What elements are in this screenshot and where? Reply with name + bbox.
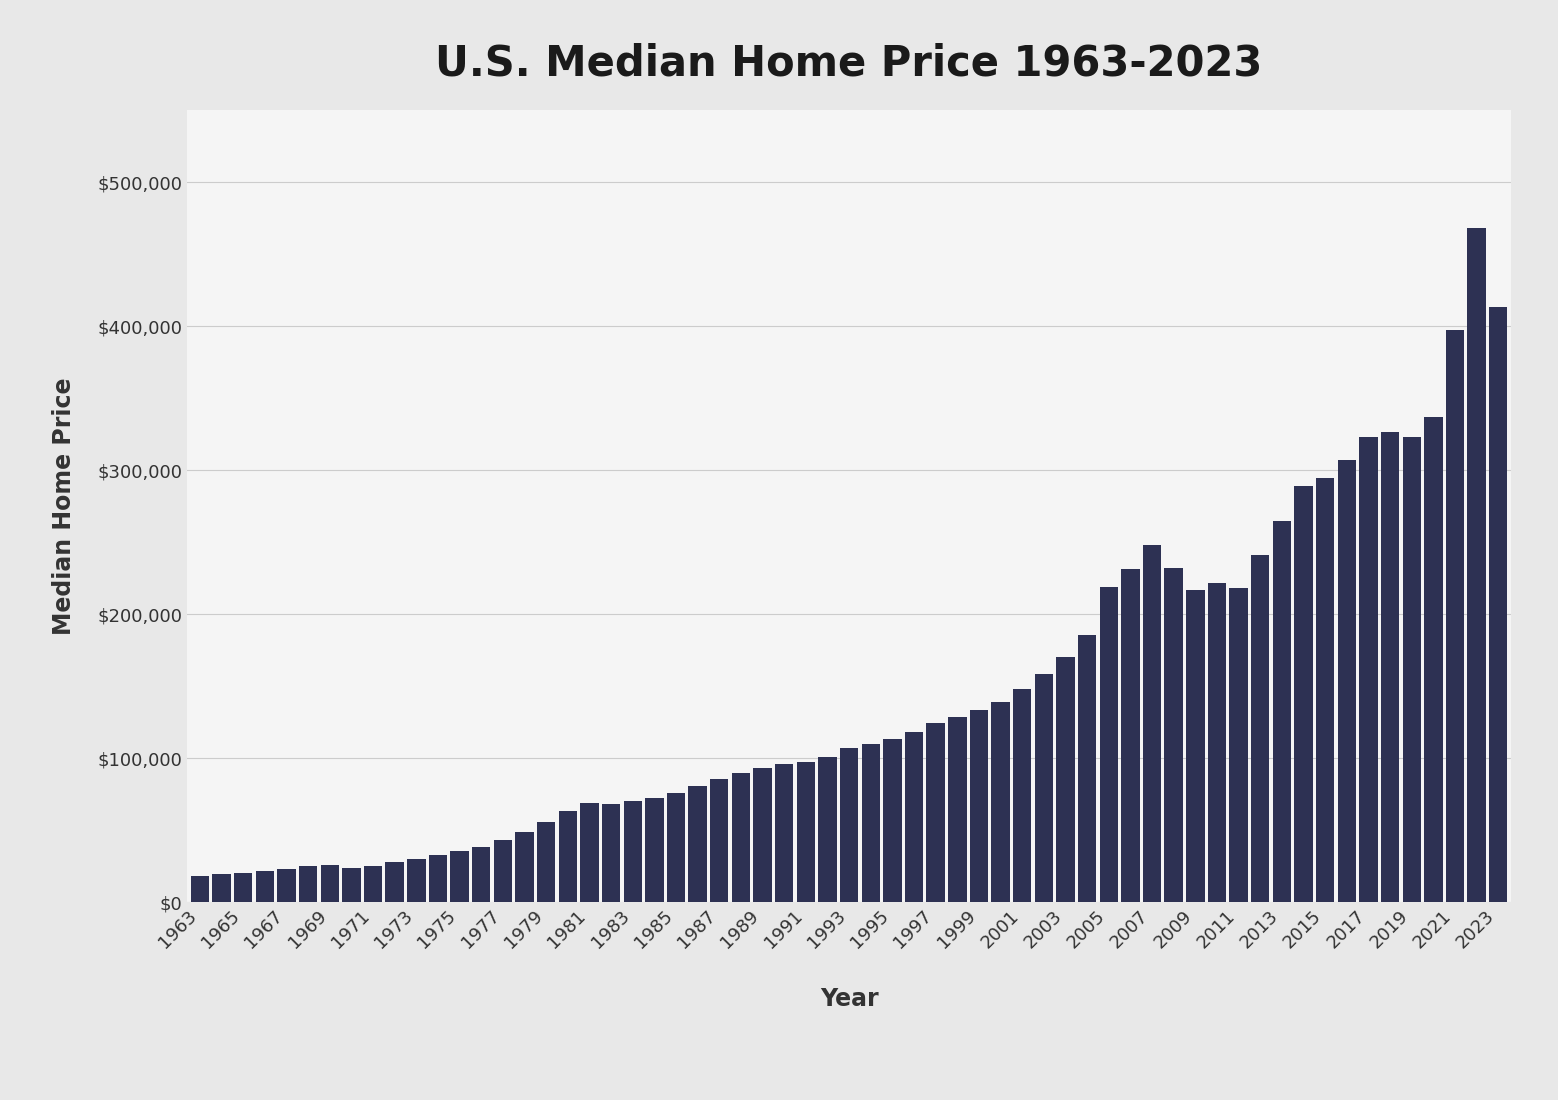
Bar <box>321 865 340 902</box>
Bar <box>796 762 815 902</box>
Bar <box>1144 544 1161 902</box>
Bar <box>1468 228 1486 902</box>
Bar <box>1424 417 1443 902</box>
Bar <box>1273 520 1292 902</box>
Bar <box>754 768 771 902</box>
Bar <box>190 876 209 902</box>
Bar <box>1078 636 1097 902</box>
Title: U.S. Median Home Price 1963-2023: U.S. Median Home Price 1963-2023 <box>435 42 1264 85</box>
Bar <box>385 862 404 902</box>
Bar <box>883 739 902 902</box>
Bar <box>732 773 749 902</box>
Bar <box>365 866 382 902</box>
Bar <box>1056 657 1075 902</box>
Bar <box>1317 478 1334 902</box>
Bar <box>689 786 707 902</box>
Bar <box>212 874 231 902</box>
Bar <box>623 801 642 902</box>
Bar <box>818 757 837 902</box>
Bar <box>299 867 318 902</box>
Bar <box>1013 690 1031 902</box>
Bar <box>277 869 296 902</box>
Bar <box>1402 437 1421 902</box>
Bar <box>472 847 491 902</box>
Bar <box>1489 307 1508 902</box>
Bar <box>580 803 598 902</box>
Bar <box>710 779 729 902</box>
Bar <box>774 764 793 902</box>
Bar <box>969 710 988 902</box>
Bar <box>1359 437 1377 902</box>
Bar <box>343 868 360 902</box>
Bar <box>1338 461 1355 902</box>
Bar <box>1251 556 1270 902</box>
Bar <box>840 748 858 902</box>
Bar <box>601 804 620 902</box>
Bar <box>516 832 534 902</box>
Bar <box>905 732 924 902</box>
Bar <box>234 873 252 902</box>
Bar <box>428 855 447 902</box>
Bar <box>407 859 425 902</box>
Bar <box>1295 486 1313 902</box>
Bar <box>256 871 274 902</box>
Bar <box>1229 587 1248 902</box>
Bar <box>1186 590 1204 902</box>
Bar <box>862 744 880 902</box>
Bar <box>1207 583 1226 902</box>
Bar <box>1035 674 1053 902</box>
Bar <box>1164 568 1183 902</box>
Bar <box>538 822 555 902</box>
Y-axis label: Median Home Price: Median Home Price <box>53 377 76 635</box>
Bar <box>1446 330 1465 902</box>
Bar <box>667 793 686 902</box>
Bar <box>949 717 966 902</box>
Bar <box>494 840 513 902</box>
Bar <box>1100 586 1119 902</box>
Bar <box>991 702 1010 902</box>
X-axis label: Year: Year <box>820 987 879 1011</box>
Bar <box>1122 569 1139 902</box>
Bar <box>559 812 576 902</box>
Bar <box>645 798 664 902</box>
Bar <box>1380 432 1399 902</box>
Bar <box>450 851 469 902</box>
Bar <box>927 724 944 902</box>
